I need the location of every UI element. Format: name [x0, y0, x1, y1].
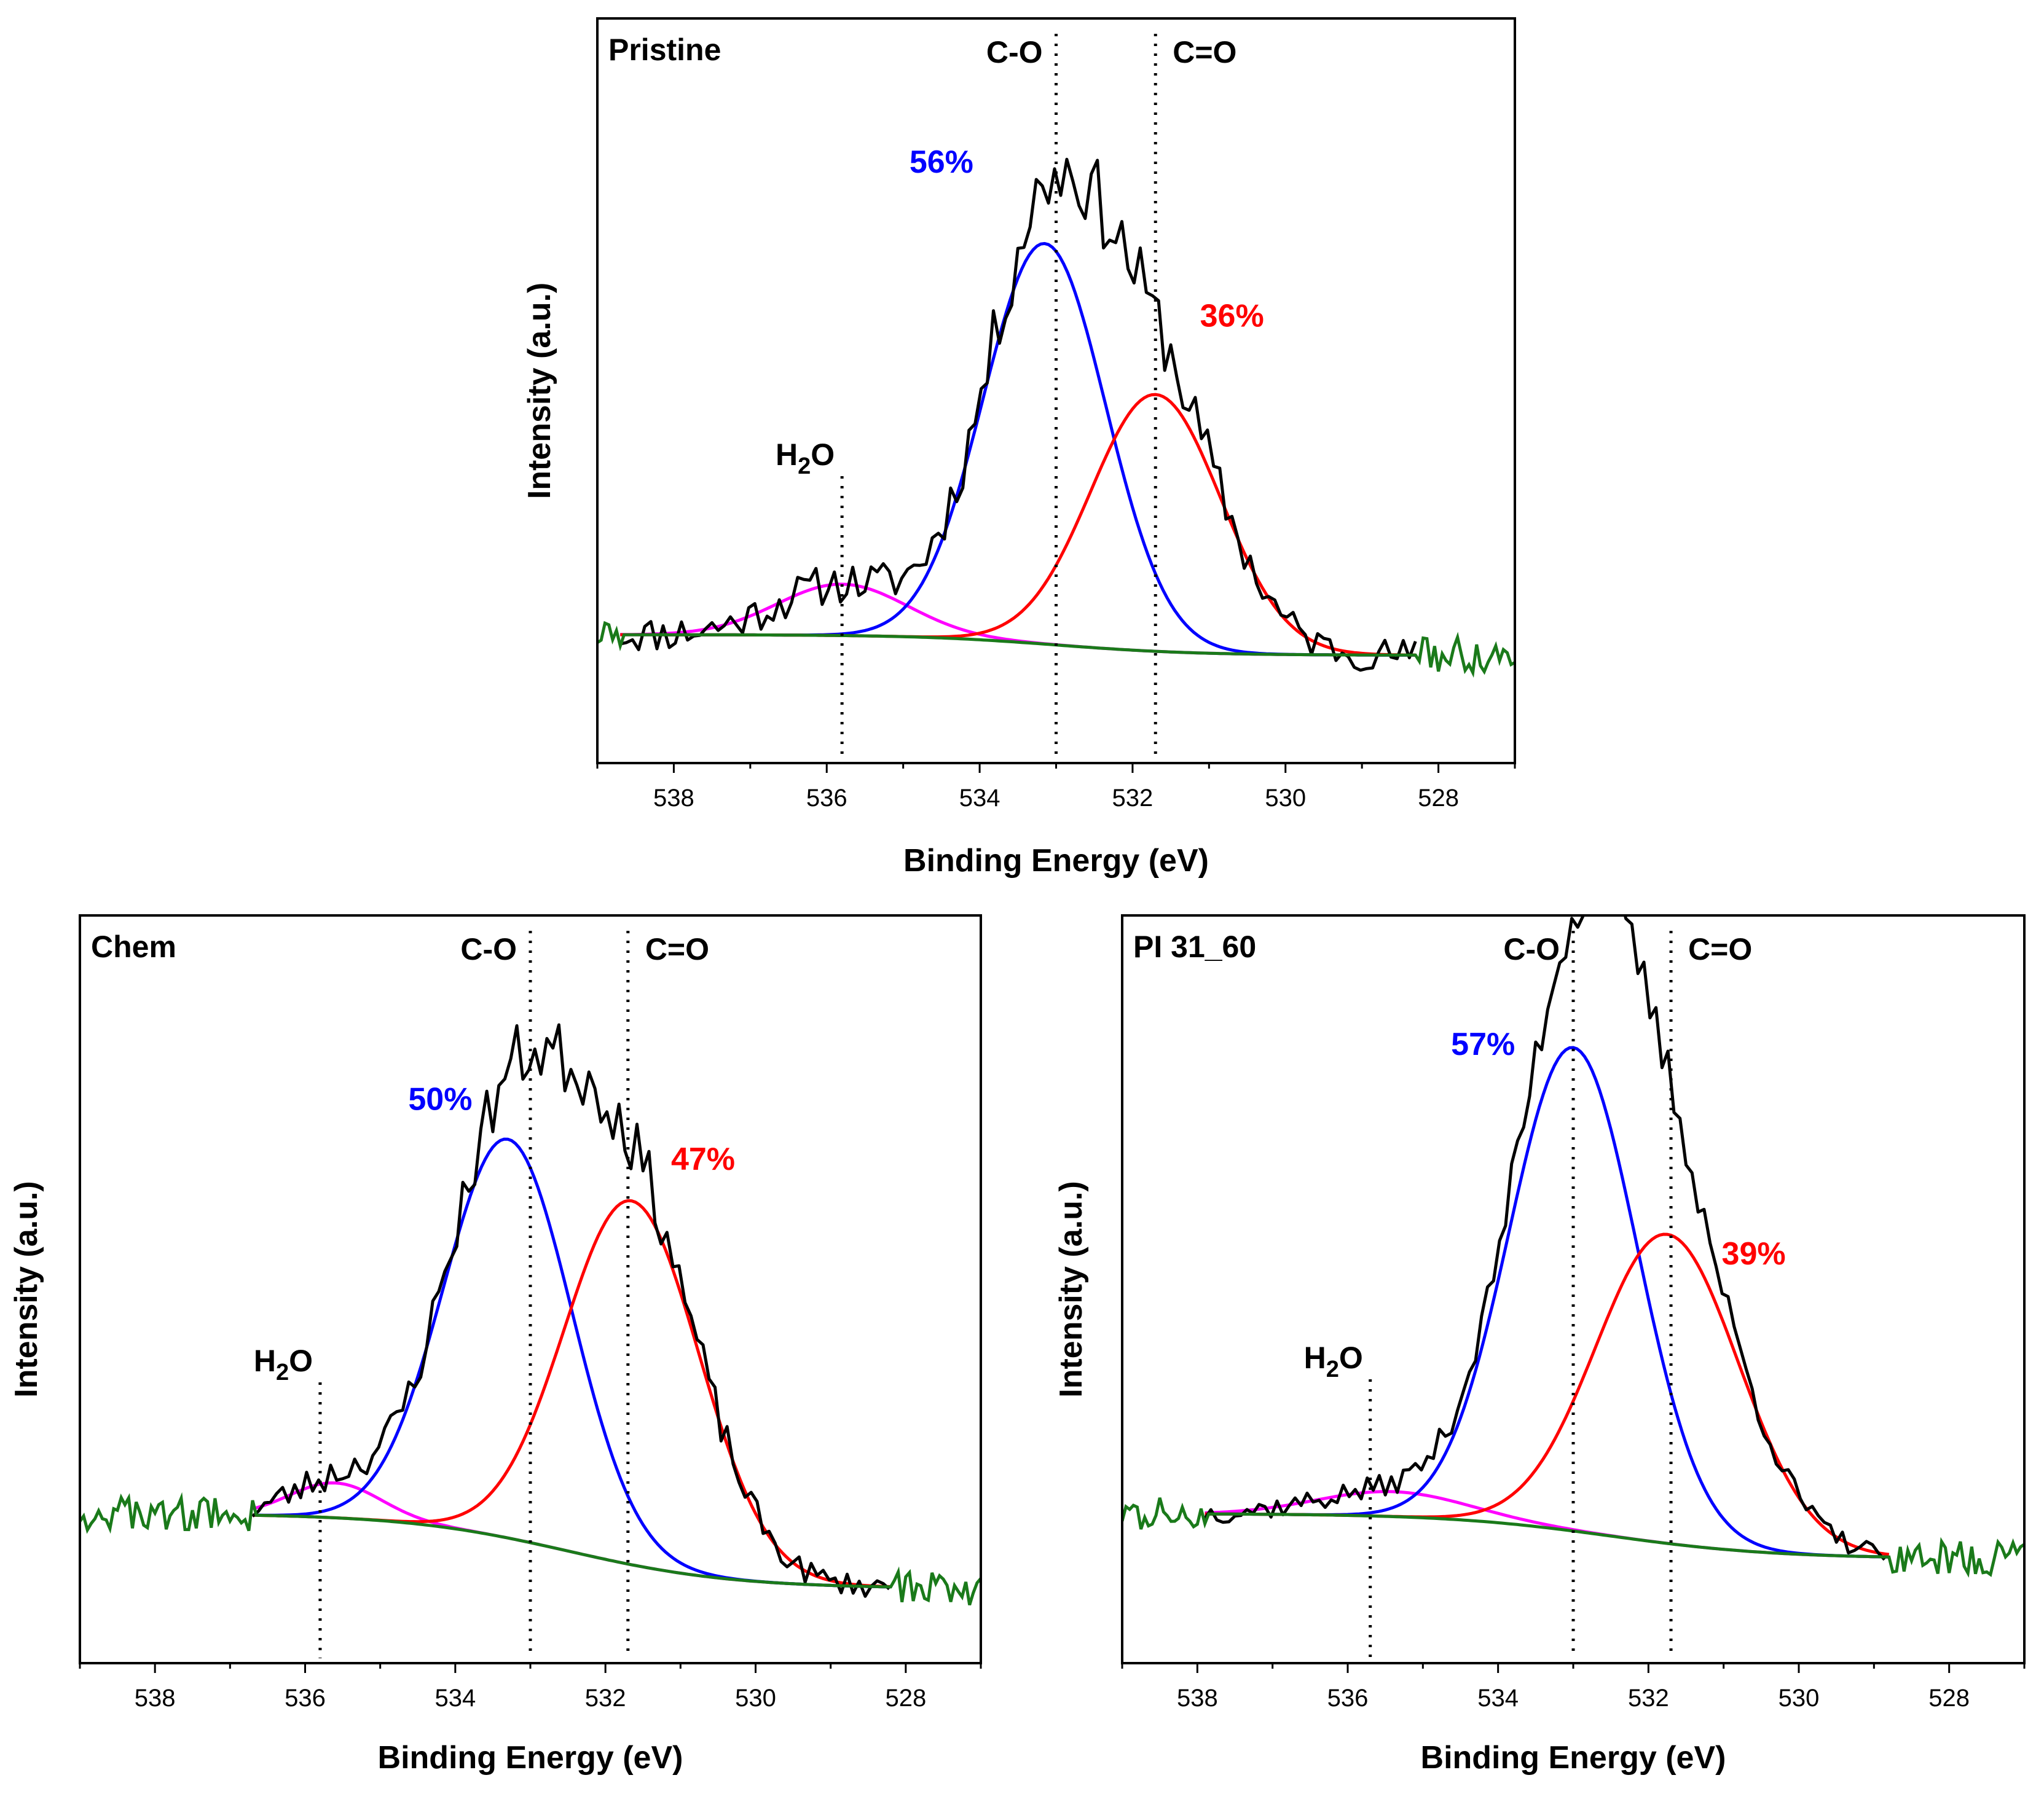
percent-label-1: 47% — [671, 1142, 735, 1177]
panel-chem: 538 536 534 532 530 528 Binding Energy (eV) Int… — [9, 914, 982, 1776]
x-tick-label: 536 — [806, 785, 847, 812]
x-axis-title: Binding Energy (eV) — [378, 1740, 683, 1776]
peak-label-c-o: C=O — [645, 932, 709, 966]
x-tick-label: 532 — [1628, 1685, 1669, 1712]
peak-label-h2o: H2O — [776, 437, 835, 479]
x-tick-label: 528 — [885, 1685, 926, 1712]
peak-label-c-o: C=O — [1688, 932, 1752, 966]
panel-title: PI 31_60 — [1133, 930, 1256, 964]
panel-title: Pristine — [608, 33, 721, 67]
x-tick-label: 528 — [1928, 1685, 1970, 1712]
y-axis-title: Intensity (a.u.) — [522, 283, 557, 499]
panel-title: Chem — [91, 930, 176, 964]
percent-label-0: 57% — [1451, 1027, 1515, 1062]
x-tick-label: 530 — [1265, 785, 1306, 812]
x-axis-title: Binding Energy (eV) — [1421, 1740, 1726, 1776]
component-curve-c-o — [1205, 1046, 1889, 1559]
peak-label-h: H — [1304, 1341, 1326, 1375]
y-axis-title: Intensity (a.u.) — [9, 1181, 44, 1397]
x-tick-label: 534 — [1477, 1685, 1519, 1712]
percent-label-0: 56% — [910, 144, 973, 180]
peak-label-c-o: C-O — [1503, 932, 1560, 966]
x-tick-label: 528 — [1418, 785, 1459, 812]
x-tick-label: 538 — [135, 1685, 176, 1712]
x-tick-label: 532 — [585, 1685, 626, 1712]
peak-label-subscript: 2 — [798, 453, 811, 479]
component-curve-c-o — [620, 393, 1416, 657]
x-tick-label: 534 — [434, 1685, 476, 1712]
component-curve-c-o — [620, 241, 1416, 657]
x-tick-label: 534 — [959, 785, 1000, 812]
panel-pristine: 538 536 534 532 530 528 Binding Energy (eV) Int… — [522, 17, 1516, 879]
component-curve-h2o — [252, 1481, 891, 1589]
percent-label-1: 39% — [1722, 1236, 1786, 1272]
raw-data-line — [619, 157, 1417, 672]
component-curve-c-o — [252, 1199, 891, 1588]
x-tick-label: 538 — [1177, 1685, 1218, 1712]
panel-pi-31-60: 538 536 534 532 530 528 Binding Energy (eV) Int… — [1053, 914, 2026, 1776]
peak-label-c-o: C-O — [986, 35, 1043, 69]
peak-label-subscript: 2 — [1326, 1357, 1339, 1382]
peak-label-h: H — [254, 1344, 276, 1378]
plot-area — [1123, 917, 2023, 1578]
peak-label-o: O — [811, 437, 835, 472]
component-curve-h2o — [1205, 1490, 1889, 1559]
x-tick-label: 530 — [1779, 1685, 1820, 1712]
peak-label-h: H — [776, 437, 798, 472]
x-tick-label: 532 — [1112, 785, 1154, 812]
x-tick-label: 536 — [285, 1685, 326, 1712]
y-axis-title: Intensity (a.u.) — [1053, 1181, 1089, 1397]
peak-label-c-o: C-O — [460, 932, 517, 966]
percent-label-0: 50% — [408, 1081, 472, 1117]
peak-label-h2o: H2O — [254, 1344, 313, 1385]
peak-label-c-o: C=O — [1173, 35, 1236, 69]
peak-label-o: O — [1339, 1341, 1363, 1375]
peak-label-o: O — [289, 1344, 313, 1378]
raw-data-line — [251, 1023, 890, 1598]
x-tick-label: 530 — [735, 1685, 776, 1712]
x-tick-label: 538 — [653, 785, 694, 812]
peak-label-subscript: 2 — [276, 1360, 289, 1385]
peak-label-h2o: H2O — [1304, 1341, 1363, 1382]
raw-data-line — [1203, 917, 1886, 1561]
x-tick-label: 536 — [1327, 1685, 1369, 1712]
component-curve-c-o — [1205, 1232, 1890, 1556]
percent-label-1: 36% — [1200, 299, 1264, 334]
x-axis-title: Binding Energy (eV) — [903, 843, 1209, 879]
